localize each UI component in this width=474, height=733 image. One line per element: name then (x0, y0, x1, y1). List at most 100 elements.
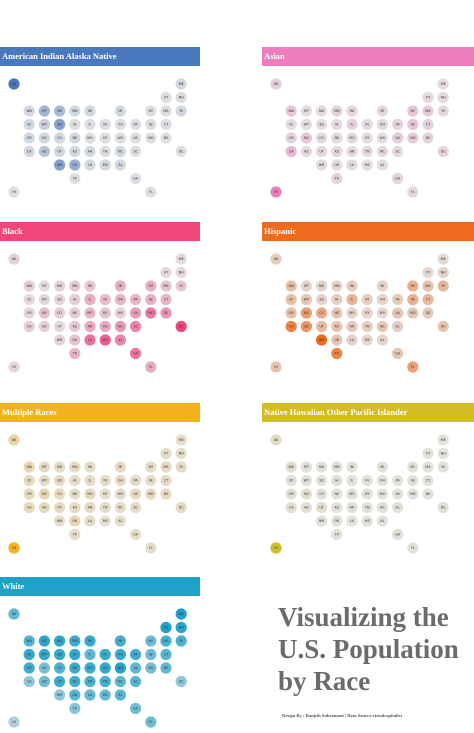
tile-base (316, 501, 328, 514)
state-label: SC (133, 680, 138, 684)
tile-base (392, 172, 404, 185)
state-tile (160, 105, 172, 117)
state-tile (54, 105, 66, 117)
state-label: AR (350, 325, 355, 329)
state-tile (84, 334, 96, 346)
state-tile (69, 307, 81, 319)
tile-base (437, 145, 449, 158)
state-label: OH (118, 653, 124, 657)
tile-base (407, 488, 419, 500)
tile-base (84, 145, 96, 158)
state-label: AZ (42, 506, 47, 510)
state-tile (23, 488, 35, 500)
state-label: CO (57, 666, 62, 670)
state-tile (160, 132, 172, 144)
state-label: MA (163, 109, 169, 113)
state-tile (361, 320, 373, 333)
state-tile (346, 501, 358, 514)
state-tile (84, 105, 96, 117)
state-label: WY (42, 123, 48, 127)
state-tile (300, 474, 312, 487)
state-label: DC (441, 325, 447, 329)
state-tile (175, 78, 187, 90)
state-tile (422, 132, 434, 144)
state-tile (54, 635, 66, 647)
tile-base (270, 434, 282, 446)
state-tile (84, 662, 96, 674)
state-label: CO (57, 492, 62, 496)
state-tile (361, 118, 373, 131)
state-tile (114, 334, 126, 346)
tile-base (392, 293, 404, 306)
tile-base (331, 280, 343, 292)
state-label: WV (380, 492, 386, 496)
state-label: HI (274, 190, 278, 194)
state-label: VT (426, 452, 431, 456)
state-label: AL (380, 519, 384, 523)
state-tile (54, 132, 66, 144)
state-tile (84, 293, 96, 306)
tile-base (38, 132, 51, 144)
tile-base (23, 105, 35, 117)
main-title-line: Visualizing the (278, 602, 449, 632)
state-label: VA (133, 666, 138, 670)
state-tile (23, 501, 35, 514)
state-tile (270, 361, 282, 373)
tile-base (69, 307, 81, 319)
state-tile (38, 662, 51, 674)
state-tile (316, 307, 328, 319)
state-label: ID (289, 123, 293, 127)
state-tile (54, 675, 66, 688)
tile-base (376, 461, 388, 473)
state-label: IN (103, 479, 107, 483)
state-tile (84, 461, 96, 473)
tile-base (69, 280, 81, 292)
state-tile (54, 118, 66, 131)
state-tile (437, 78, 449, 90)
state-label: ND (57, 109, 63, 113)
state-tile (422, 280, 434, 292)
tile-base (407, 293, 419, 306)
state-label: NE (334, 492, 339, 496)
tile-base (361, 334, 373, 346)
tile-base (175, 91, 187, 104)
state-label: KS (73, 150, 77, 154)
state-tile (285, 488, 297, 500)
state-tile (69, 172, 81, 185)
state-label: RI (442, 109, 445, 113)
tile-base (331, 461, 343, 473)
state-label: WV (118, 666, 124, 670)
state-tile (145, 361, 157, 373)
state-tile (331, 159, 343, 171)
tile-base (392, 488, 404, 500)
state-label: MI (118, 284, 122, 288)
state-label: OR (27, 136, 33, 140)
state-tile (38, 145, 51, 158)
state-label: PA (396, 123, 401, 127)
state-label: MD (148, 136, 154, 140)
tile-base (376, 515, 388, 527)
state-label: MS (365, 519, 370, 523)
state-tile (407, 280, 419, 292)
tile-base (84, 159, 96, 171)
state-label: NC (380, 150, 386, 154)
state-label: TN (102, 680, 108, 684)
tile-base (84, 461, 96, 473)
state-label: WV (380, 311, 386, 315)
state-tile (437, 253, 449, 265)
state-tile (331, 293, 343, 306)
state-tile (84, 159, 96, 171)
state-label: HI (12, 190, 16, 194)
state-tile (437, 280, 449, 292)
state-label: AZ (304, 506, 309, 510)
tile-base (99, 320, 111, 333)
state-label: NH (179, 271, 185, 275)
state-label: NM (319, 338, 325, 342)
tile-base (69, 132, 81, 144)
state-tile (54, 648, 66, 661)
state-label: UT (57, 506, 62, 510)
state-label: OK (334, 338, 340, 342)
state-label: CA (27, 325, 32, 329)
state-label: PA (396, 298, 401, 302)
